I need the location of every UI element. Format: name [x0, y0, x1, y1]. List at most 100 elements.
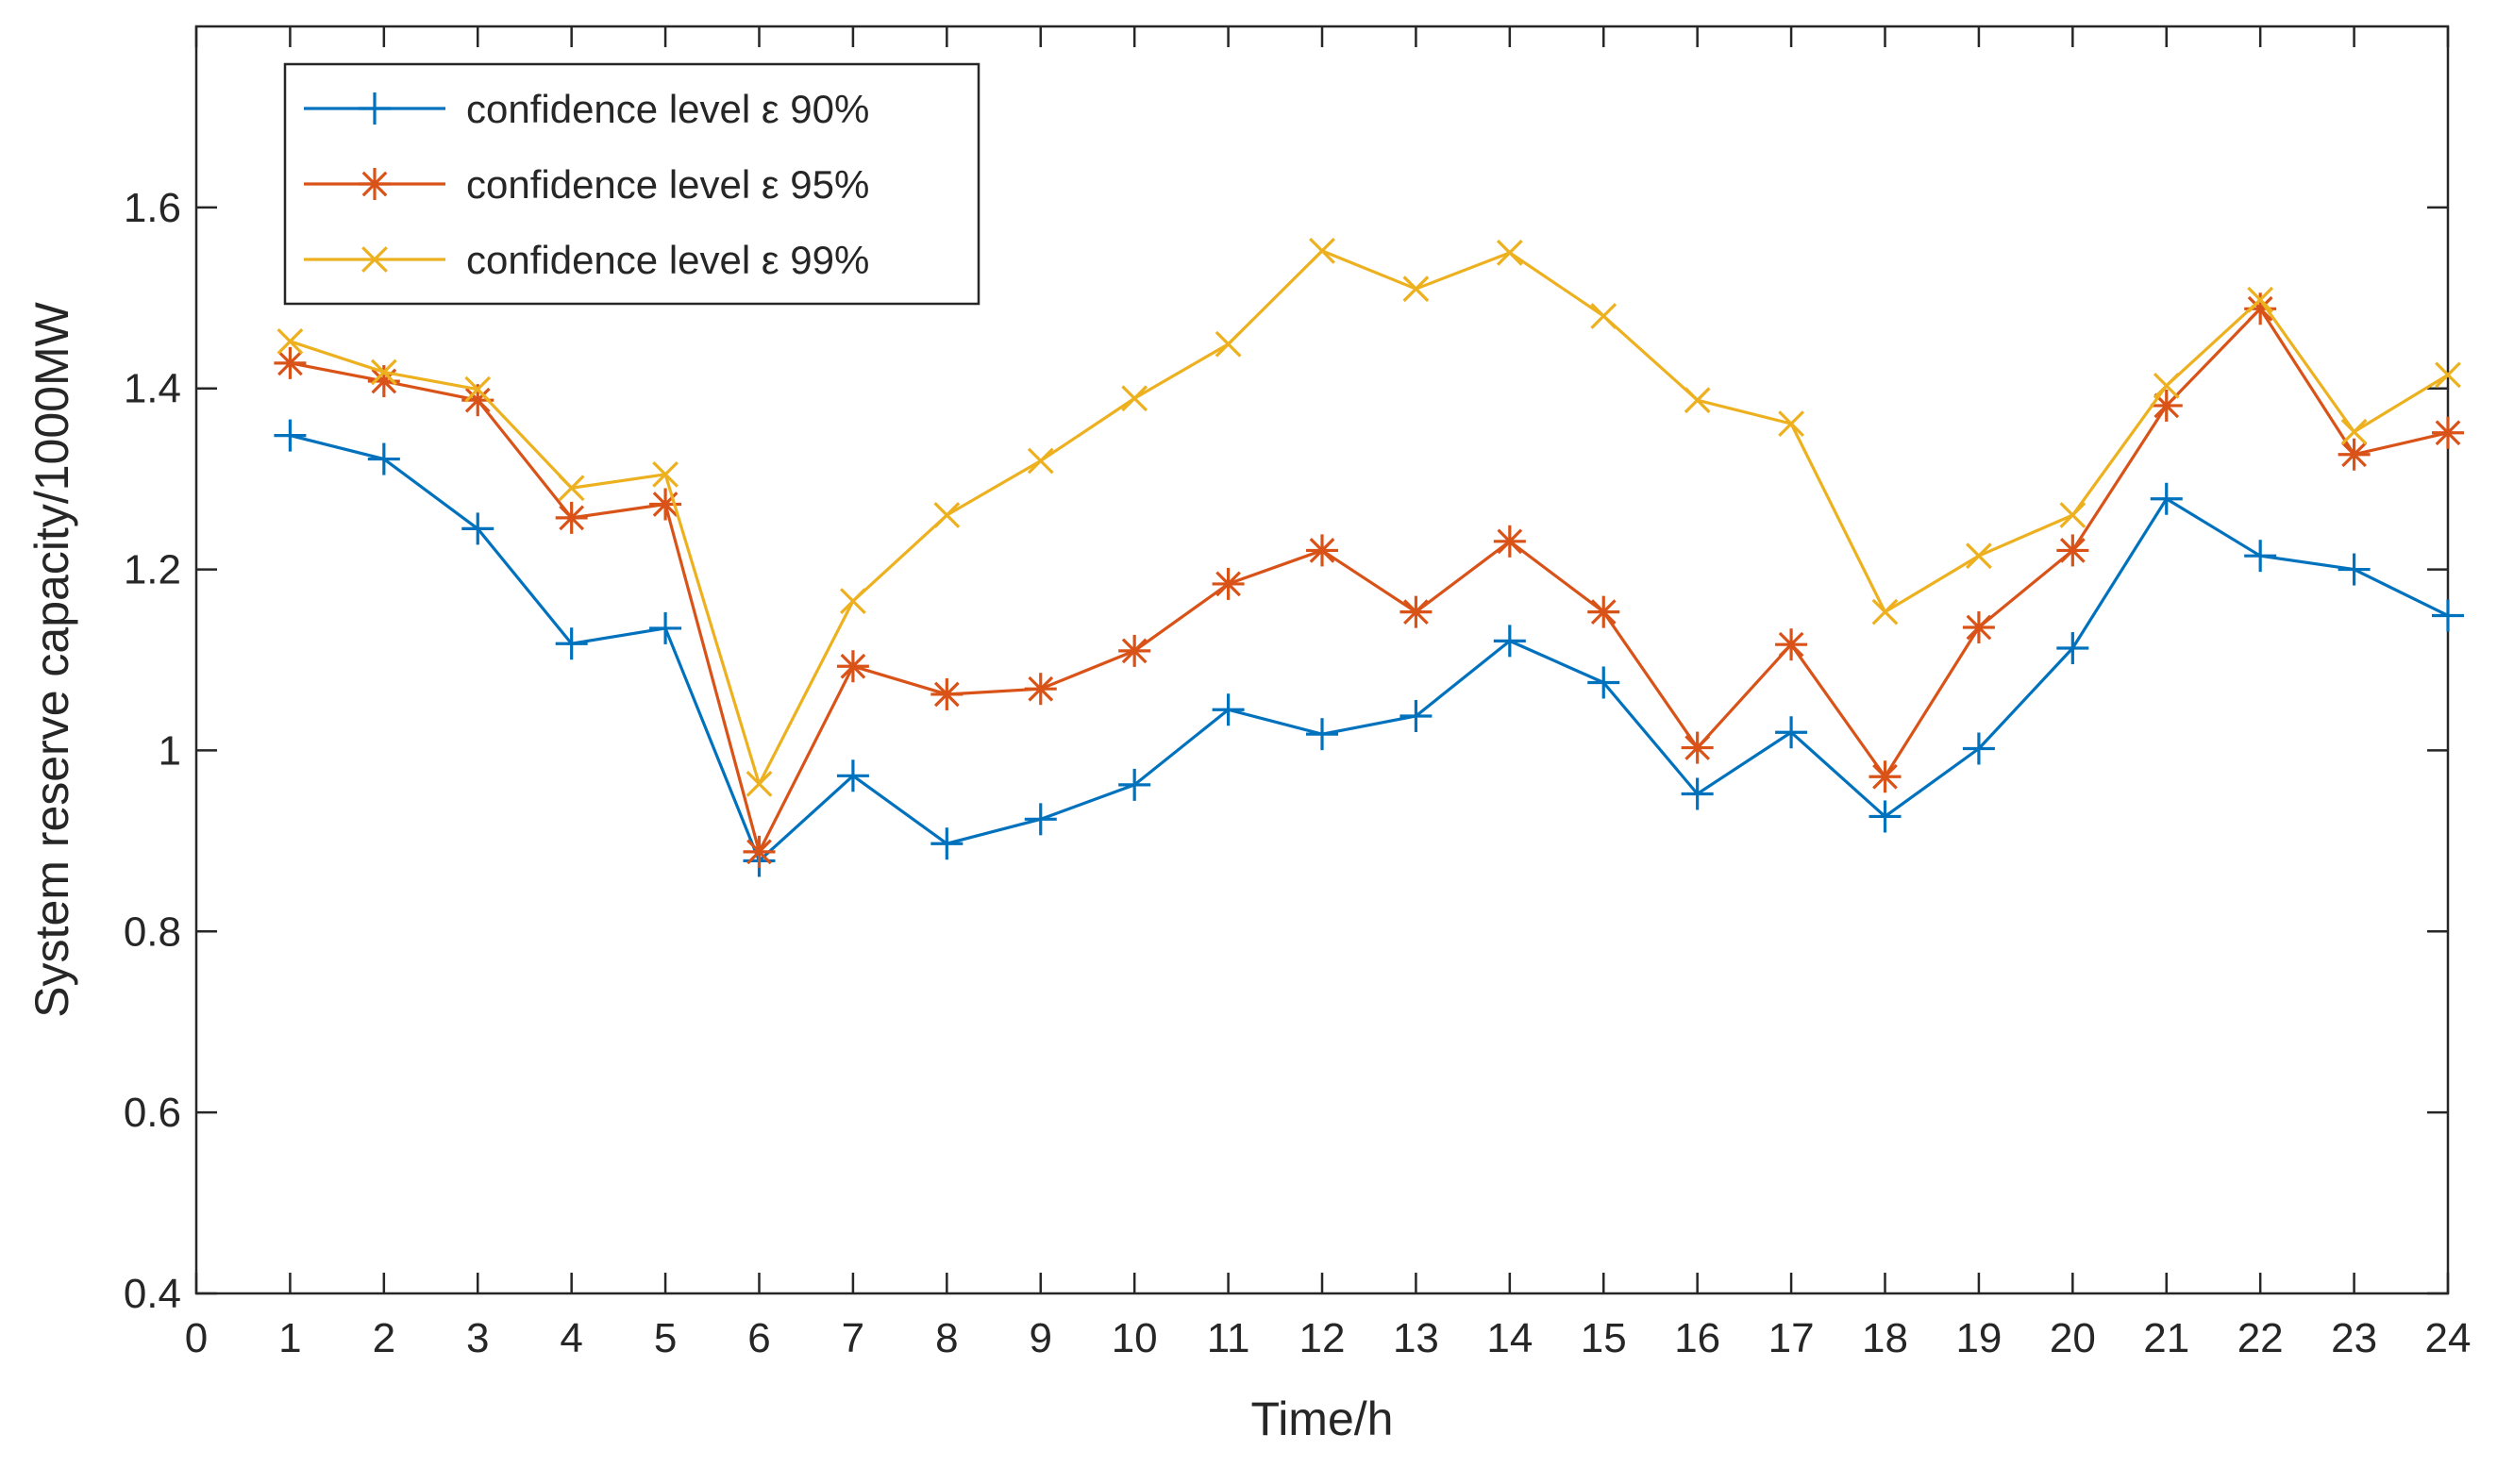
x-tick-label: 3 [466, 1315, 489, 1361]
data-point [1966, 542, 1992, 570]
y-tick-label: 1 [159, 727, 181, 774]
series-line [290, 434, 2449, 863]
data-point [1681, 777, 1714, 810]
data-point [1493, 525, 1526, 558]
data-point [1962, 732, 1995, 765]
data-point [1215, 330, 1242, 358]
legend-label: confidence level ε 90% [466, 87, 869, 131]
y-tick-label: 1.2 [124, 547, 181, 593]
x-tick-label: 13 [1393, 1315, 1439, 1361]
data-point [2435, 361, 2461, 389]
x-tick-label: 23 [2331, 1315, 2377, 1361]
x-tick-label: 16 [1674, 1315, 1720, 1361]
data-point [2153, 372, 2180, 399]
data-point [652, 460, 679, 488]
data-point [649, 611, 682, 644]
data-point [1496, 239, 1523, 266]
data-point [461, 512, 494, 545]
x-tick-label: 7 [842, 1315, 864, 1361]
x-tick-label: 17 [1768, 1315, 1815, 1361]
data-point [1306, 534, 1338, 567]
data-point [1402, 275, 1430, 303]
data-point [1587, 595, 1620, 628]
data-point [1775, 716, 1808, 749]
data-point [1399, 595, 1433, 628]
legend-item: confidence level ε 99% [304, 238, 869, 282]
data-point [367, 442, 400, 475]
x-tick-label: 24 [2425, 1315, 2472, 1361]
data-point [1775, 628, 1808, 661]
series-layer [274, 238, 2464, 877]
data-point [840, 588, 866, 615]
legend-label: confidence level ε 95% [466, 162, 869, 207]
data-point [1590, 303, 1617, 329]
x-tick-label: 5 [654, 1315, 677, 1361]
data-point [933, 502, 961, 528]
data-point [277, 327, 304, 355]
data-point [359, 92, 391, 125]
data-point [1962, 610, 1995, 643]
data-point [359, 168, 391, 200]
data-point [1121, 385, 1148, 412]
data-point [930, 677, 964, 710]
data-point [2432, 599, 2464, 632]
data-point [1778, 410, 1804, 438]
legend-item: confidence level ε 95% [304, 162, 869, 207]
data-point [746, 771, 773, 797]
x-tick-label: 15 [1581, 1315, 1627, 1361]
x-tick-label: 6 [747, 1315, 770, 1361]
x-tick-label: 22 [2237, 1315, 2284, 1361]
data-point [2150, 482, 2183, 515]
x-tick-label: 4 [560, 1315, 582, 1361]
data-point [2340, 418, 2368, 445]
data-point [274, 346, 307, 379]
x-tick-label: 11 [1207, 1315, 1250, 1361]
y-tick-label: 1.4 [124, 366, 181, 412]
data-point [1024, 803, 1057, 836]
data-point [1869, 760, 1902, 793]
x-tick-label: 19 [1955, 1315, 2002, 1361]
data-point [555, 501, 588, 534]
data-point [1309, 238, 1335, 264]
data-point [836, 650, 869, 683]
data-point [2338, 553, 2371, 586]
data-point [1399, 699, 1433, 732]
legend-label: confidence level ε 99% [466, 238, 869, 282]
data-point [2056, 534, 2089, 567]
series-3 [277, 238, 2461, 797]
data-point [2059, 502, 2086, 528]
data-point [464, 375, 492, 403]
data-point [2432, 416, 2464, 449]
x-tick-label: 1 [278, 1315, 301, 1361]
axis-labels: Time/h System reserve capacity/1000MW [25, 301, 1393, 1445]
data-point [370, 358, 397, 386]
data-point [1212, 693, 1245, 726]
data-point [1869, 800, 1902, 833]
y-axis-label: System reserve capacity/1000MW [25, 301, 78, 1017]
data-point [2150, 389, 2183, 422]
series-2 [274, 292, 2464, 868]
x-tick-label: 14 [1486, 1315, 1533, 1361]
x-tick-label: 8 [935, 1315, 958, 1361]
data-point [274, 419, 307, 452]
data-point [2056, 632, 2089, 665]
x-tick-label: 0 [185, 1315, 208, 1361]
y-tick-label: 1.6 [124, 185, 181, 231]
data-point [743, 835, 776, 868]
data-point [1493, 625, 1526, 658]
data-point [555, 627, 588, 660]
x-tick-label: 18 [1862, 1315, 1908, 1361]
x-tick-label: 9 [1030, 1315, 1052, 1361]
data-point [1118, 768, 1151, 801]
data-point [1212, 567, 1245, 600]
data-point [1024, 673, 1057, 706]
x-tick-label: 20 [2050, 1315, 2096, 1361]
data-point [1681, 731, 1714, 764]
legend: confidence level ε 90% confidence level ε… [283, 62, 980, 306]
data-point [2338, 438, 2371, 471]
x-tick-label: 21 [2143, 1315, 2189, 1361]
data-point [1587, 666, 1620, 699]
data-point [1684, 387, 1711, 414]
